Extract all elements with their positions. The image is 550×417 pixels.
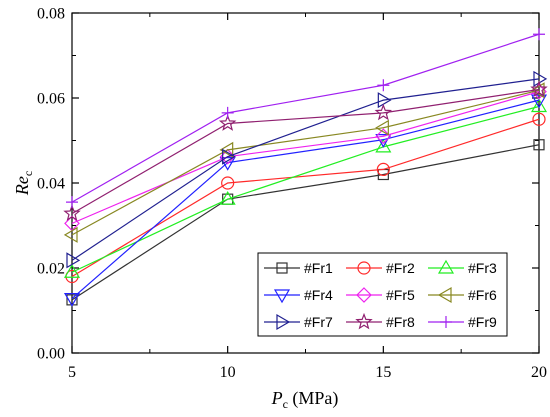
legend-label: #Fr3	[468, 260, 497, 276]
legend-marker	[357, 261, 371, 275]
legend-entry-fr6: #Fr6	[428, 286, 497, 304]
legend-entry-fr1: #Fr1	[264, 260, 333, 276]
data-point	[533, 139, 545, 151]
y-tick-label-0.08: 0.08	[37, 6, 65, 23]
legend-marker	[276, 313, 291, 331]
legend-marker	[355, 312, 373, 330]
series-fr2	[65, 112, 546, 284]
series-fr9	[66, 28, 545, 209]
series-fr8	[63, 80, 548, 222]
legend-label: #Fr7	[304, 314, 333, 330]
legend-label: #Fr9	[468, 314, 497, 330]
series-line	[71, 91, 540, 224]
legend-entry-fr4: #Fr4	[264, 287, 333, 304]
legend-entry-fr3: #Fr3	[428, 259, 497, 276]
x-axis-label-main: P	[271, 388, 283, 408]
data-point	[222, 148, 236, 165]
y-tick-label-0.02: 0.02	[37, 261, 65, 278]
legend-label: #Fr4	[304, 287, 333, 303]
data-point	[219, 190, 236, 205]
legend-entry-fr7: #Fr7	[264, 313, 333, 331]
data-point	[375, 138, 392, 153]
y-tick-label-0.04: 0.04	[37, 176, 65, 193]
series-fr3	[63, 98, 548, 278]
legend-marker	[356, 287, 372, 303]
y-axis-label-main: Re	[12, 176, 32, 196]
data-point	[374, 103, 393, 121]
data-point	[66, 252, 81, 269]
data-point	[532, 112, 546, 126]
series-line	[71, 105, 540, 273]
legend-entry-fr2: #Fr2	[346, 260, 415, 276]
data-point	[63, 204, 81, 222]
y-axis-label: Rec	[12, 171, 35, 196]
data-point	[218, 114, 237, 131]
data-point	[376, 162, 390, 176]
legend-marker	[440, 316, 452, 328]
data-point	[221, 176, 235, 190]
data-point	[533, 28, 545, 41]
legend-marker	[437, 286, 452, 304]
series-line	[71, 78, 540, 261]
series-line	[71, 89, 540, 236]
data-point	[533, 70, 548, 87]
x-tick-label-15: 15	[375, 364, 391, 381]
legend-label: #Fr6	[468, 287, 497, 303]
data-point	[66, 196, 78, 209]
series-fr6	[63, 82, 545, 243]
x-axis-label-sub: c	[283, 397, 288, 411]
legend-marker	[273, 289, 291, 304]
data-point	[375, 119, 389, 136]
data-point	[63, 264, 81, 278]
axis-ticks: 5 10 15 20 0.00 0.02 0.04 0.06 0.08	[37, 6, 547, 382]
y-tick-label-0.06: 0.06	[37, 91, 65, 108]
legend-label: #Fr2	[386, 260, 415, 276]
x-tick-label-5: 5	[68, 364, 76, 381]
y-tick-label-0.00: 0.00	[37, 346, 65, 363]
legend-label: #Fr1	[304, 260, 333, 276]
data-point	[530, 80, 548, 97]
data-point	[530, 98, 548, 113]
series-line	[71, 33, 540, 203]
legend-entry-fr8: #Fr8	[346, 312, 415, 330]
legend-entry-fr9: #Fr9	[428, 314, 497, 330]
data-point	[375, 134, 392, 148]
y-axis-label-sub: c	[21, 171, 35, 176]
series-group	[63, 28, 548, 307]
legend: #Fr1 #Fr2 #Fr3 #Fr4 #Fr5 #Fr6 #Fr7 #Fr8 #Fr9	[257, 252, 508, 337]
data-point	[219, 141, 234, 158]
legend-label: #Fr5	[386, 287, 415, 303]
legend-marker	[276, 262, 288, 274]
legend-label: #Fr8	[386, 314, 415, 330]
x-axis-label-unit: (MPa)	[288, 388, 339, 409]
legend-entry-fr5: #Fr5	[346, 287, 415, 303]
data-point	[221, 106, 234, 119]
data-point	[219, 157, 236, 171]
series-line	[71, 144, 540, 301]
series-fr7	[66, 70, 548, 269]
data-point	[63, 226, 78, 243]
x-tick-label-10: 10	[220, 364, 236, 381]
x-tick-label-20: 20	[531, 364, 547, 381]
series-line	[71, 88, 540, 215]
data-point	[63, 293, 81, 307]
legend-marker	[437, 259, 455, 274]
data-point	[377, 79, 390, 92]
series-line	[71, 99, 540, 300]
series-line	[71, 118, 540, 278]
x-axis-label: Pc (MPa)	[271, 388, 339, 411]
data-point	[377, 92, 392, 109]
